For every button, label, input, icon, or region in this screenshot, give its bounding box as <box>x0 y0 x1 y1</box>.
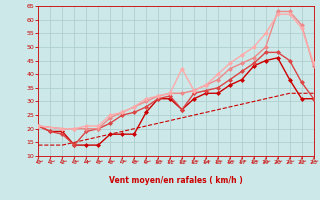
X-axis label: Vent moyen/en rafales ( km/h ): Vent moyen/en rafales ( km/h ) <box>109 176 243 185</box>
